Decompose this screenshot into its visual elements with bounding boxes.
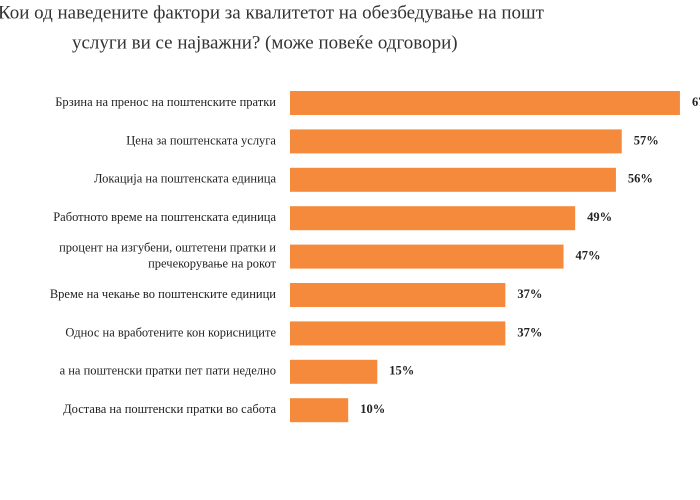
value-label: 37% [517,325,542,339]
chart-title: Кои од наведените фактори за квалитетот … [0,2,545,23]
bar [290,398,349,423]
category-label: Однос на вработените кон корисниците [65,325,276,339]
category-label: Достава на поштенски пратки во сабота [63,402,276,416]
value-label: 56% [628,172,653,186]
bar [290,206,576,231]
bar [290,283,506,307]
value-label: 10% [360,402,385,416]
value-label: 67% [692,95,700,109]
value-label: 37% [517,287,542,301]
value-label: 47% [576,248,601,262]
bar [290,129,622,154]
chart-title: услуги ви се најважни? (може повеќе одго… [72,32,458,53]
bar [290,91,680,115]
value-label: 15% [389,364,414,378]
bar [290,359,378,384]
category-label: Време на чекање во поштенските единици [50,287,276,301]
category-label: Цена за поштенската услуга [126,133,276,147]
category-label: Брзина на пренос на поштенските пратки [55,95,276,109]
category-label: Локација на поштенската единица [94,172,276,186]
bar [290,167,616,192]
value-label: 57% [634,133,659,147]
category-label: а на поштенски пратки пет пати неделно [60,364,276,378]
value-label: 49% [587,210,612,224]
bar [290,244,564,269]
category-label: Работното време на поштенската единица [53,210,276,224]
category-label: процент на изгубени, оштетени пратки и пр… [59,240,276,270]
bar [290,321,506,346]
